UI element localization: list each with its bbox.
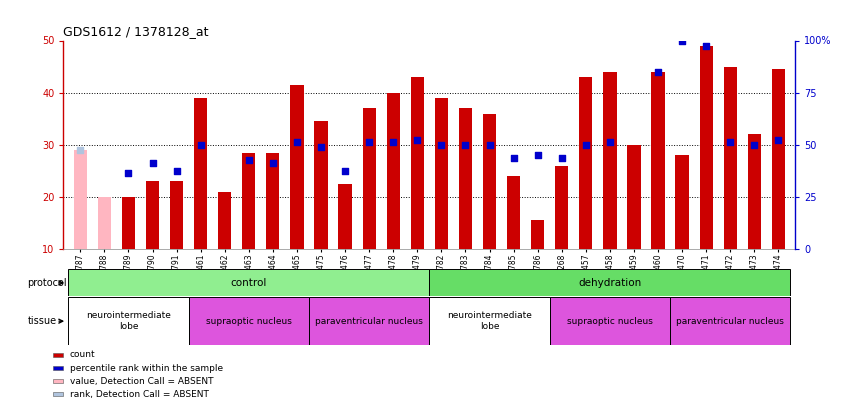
Text: control: control: [231, 278, 267, 288]
Bar: [429, 269, 790, 296]
Point: [603, 139, 617, 145]
Text: percentile rank within the sample: percentile rank within the sample: [69, 364, 222, 373]
Bar: [700, 46, 713, 249]
Bar: [675, 155, 689, 249]
Point: [266, 160, 280, 166]
Bar: [69, 269, 429, 296]
Point: [507, 155, 520, 161]
Bar: [723, 66, 737, 249]
Point: [338, 168, 352, 174]
Bar: [266, 153, 279, 249]
Text: rank, Detection Call = ABSENT: rank, Detection Call = ABSENT: [69, 390, 209, 399]
Bar: [435, 98, 448, 249]
Bar: [309, 297, 429, 345]
Point: [675, 37, 689, 44]
Text: GDS1612 / 1378128_at: GDS1612 / 1378128_at: [63, 25, 209, 38]
Bar: [52, 366, 63, 370]
Bar: [670, 297, 790, 345]
Text: value, Detection Call = ABSENT: value, Detection Call = ABSENT: [69, 377, 213, 386]
Bar: [429, 297, 550, 345]
Text: tissue: tissue: [27, 316, 57, 326]
Point: [723, 139, 737, 145]
Point: [579, 141, 592, 148]
Bar: [651, 72, 665, 249]
Text: paraventricular nucleus: paraventricular nucleus: [676, 317, 784, 326]
Point: [74, 147, 87, 153]
Bar: [507, 176, 520, 249]
Bar: [315, 122, 327, 249]
Bar: [603, 72, 617, 249]
Point: [387, 139, 400, 145]
Point: [555, 155, 569, 161]
Bar: [52, 392, 63, 396]
Point: [772, 136, 785, 143]
Bar: [387, 93, 400, 249]
Point: [194, 141, 207, 148]
Text: neurointermediate
lobe: neurointermediate lobe: [86, 311, 171, 331]
Bar: [580, 77, 592, 249]
Point: [290, 139, 304, 145]
Text: protocol: protocol: [27, 278, 67, 288]
Bar: [194, 98, 207, 249]
Bar: [555, 166, 569, 249]
Point: [410, 136, 424, 143]
Point: [459, 141, 472, 148]
Bar: [772, 69, 785, 249]
Text: supraoptic nucleus: supraoptic nucleus: [206, 317, 292, 326]
Bar: [189, 297, 309, 345]
Point: [531, 152, 545, 158]
Bar: [52, 353, 63, 357]
Bar: [69, 297, 189, 345]
Point: [242, 157, 255, 164]
Point: [748, 141, 761, 148]
Bar: [242, 153, 255, 249]
Point: [314, 144, 327, 151]
Text: count: count: [69, 350, 96, 359]
Bar: [290, 85, 304, 249]
Point: [122, 170, 135, 177]
Point: [700, 43, 713, 49]
Bar: [748, 134, 761, 249]
Point: [435, 141, 448, 148]
Point: [170, 168, 184, 174]
Bar: [531, 220, 544, 249]
Text: supraoptic nucleus: supraoptic nucleus: [567, 317, 653, 326]
Point: [651, 68, 665, 75]
Bar: [170, 181, 184, 249]
Bar: [459, 108, 472, 249]
Bar: [98, 197, 111, 249]
Point: [146, 160, 159, 166]
Bar: [218, 192, 231, 249]
Bar: [410, 77, 424, 249]
Bar: [74, 150, 87, 249]
Text: paraventricular nucleus: paraventricular nucleus: [316, 317, 423, 326]
Bar: [628, 145, 640, 249]
Point: [362, 139, 376, 145]
Bar: [52, 379, 63, 383]
Bar: [338, 184, 352, 249]
Bar: [483, 113, 496, 249]
Text: neurointermediate
lobe: neurointermediate lobe: [447, 311, 532, 331]
Bar: [122, 197, 135, 249]
Text: dehydration: dehydration: [579, 278, 641, 288]
Bar: [146, 181, 159, 249]
Point: [483, 141, 497, 148]
Bar: [363, 108, 376, 249]
Bar: [550, 297, 670, 345]
